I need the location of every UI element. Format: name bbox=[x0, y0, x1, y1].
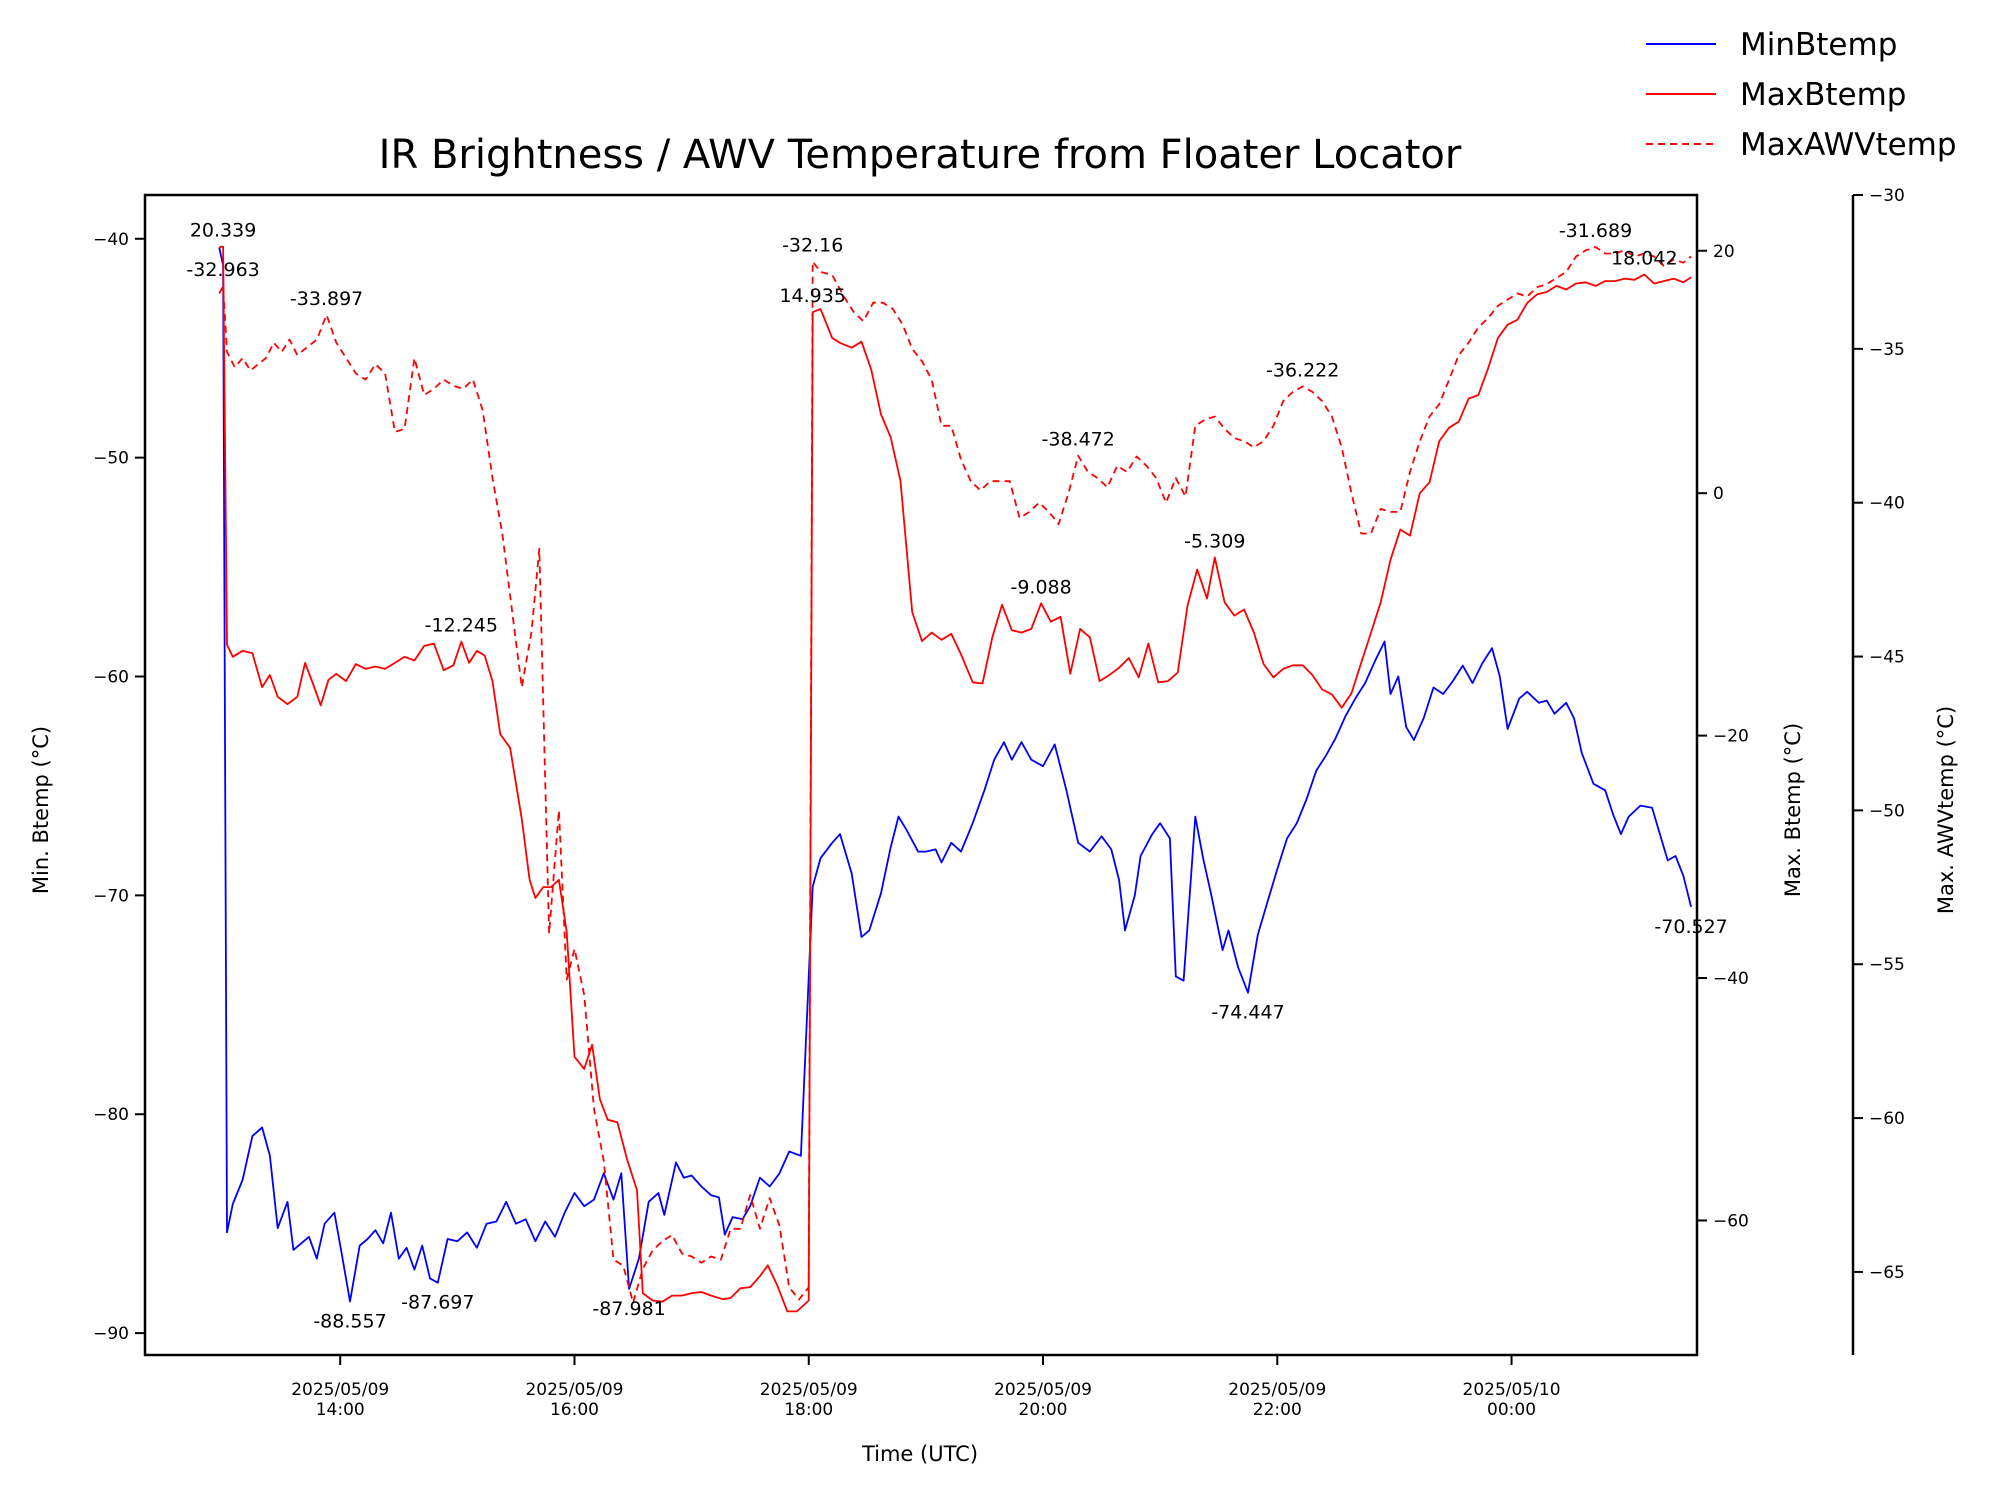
data-annotation: -31.689 bbox=[1559, 220, 1632, 242]
data-annotation: 20.339 bbox=[190, 220, 256, 242]
y-left-tick-label: −50 bbox=[93, 449, 129, 469]
y-right2-tick-label: −45 bbox=[1869, 648, 1905, 668]
y-right2-tick-label: −50 bbox=[1869, 801, 1905, 821]
plot-area bbox=[143, 193, 1699, 1357]
x-tick-label: 2025/05/09 22:00 bbox=[1228, 1380, 1326, 1420]
x-tick-label: 2025/05/09 20:00 bbox=[994, 1380, 1092, 1420]
y-right-tick-label: −20 bbox=[1713, 727, 1749, 747]
data-annotation: -74.447 bbox=[1211, 1002, 1284, 1024]
y-axis-right-label: Max. Btemp (°C) bbox=[1781, 723, 1805, 897]
data-annotation: -9.088 bbox=[1010, 576, 1071, 598]
y-right2-tick-label: −65 bbox=[1869, 1263, 1905, 1283]
y-right2-tick-label: −55 bbox=[1869, 955, 1905, 975]
x-tick-label: 2025/05/09 18:00 bbox=[760, 1380, 858, 1420]
y-left-tick-label: −80 bbox=[93, 1105, 129, 1125]
data-annotation: -33.897 bbox=[290, 288, 363, 310]
data-annotation: -32.16 bbox=[782, 235, 843, 257]
series-line-maxbtemp bbox=[219, 245, 1692, 1313]
plot-border bbox=[143, 193, 1699, 1357]
data-annotation: 14.935 bbox=[779, 285, 845, 307]
y-left-tick-label: −60 bbox=[93, 668, 129, 688]
y-left-tick-label: −70 bbox=[93, 886, 129, 906]
series-line-minbtemp bbox=[218, 247, 1692, 1303]
x-tick-label: 2025/05/09 14:00 bbox=[291, 1380, 389, 1420]
data-annotation: -88.557 bbox=[313, 1311, 386, 1333]
y-axis-right2-label: Max. AWVtemp (°C) bbox=[1934, 706, 1958, 914]
y-right2-tick-label: −30 bbox=[1869, 186, 1905, 206]
data-annotation: -38.472 bbox=[1042, 429, 1115, 451]
x-axis-label: Time (UTC) bbox=[861, 1442, 978, 1466]
legend: MinBtemp MaxBtemp MaxAWVtemp bbox=[1646, 27, 1957, 163]
annotation-layer: 20.339 -32.963 -33.897 -12.245 -88.557 -87.69… bbox=[186, 220, 1727, 1333]
y-right-tick-label: 20 bbox=[1713, 242, 1735, 262]
axis-layer: 2025/05/09 14:00 2025/05/09 16:00 2025/05/09… bbox=[93, 186, 1905, 1420]
y-right2-tick-label: −60 bbox=[1869, 1109, 1905, 1129]
chart-title: IR Brightness / AWV Temperature from Flo… bbox=[379, 132, 1462, 178]
data-annotation: -12.245 bbox=[425, 615, 498, 637]
y-right2-tick-label: −35 bbox=[1869, 340, 1905, 360]
y-right-tick-label: 0 bbox=[1713, 484, 1724, 504]
data-annotation: -36.222 bbox=[1266, 359, 1339, 381]
data-annotation: -32.963 bbox=[186, 259, 259, 281]
data-annotation: -87.697 bbox=[401, 1292, 474, 1314]
x-tick-label: 2025/05/10 00:00 bbox=[1463, 1380, 1561, 1420]
data-annotation: -70.527 bbox=[1654, 916, 1727, 938]
y-axis-left-label: Min. Btemp (°C) bbox=[29, 726, 53, 894]
data-annotation: -87.981 bbox=[592, 1298, 665, 1320]
legend-label-maxawvtemp: MaxAWVtemp bbox=[1740, 127, 1957, 163]
data-annotation: -5.309 bbox=[1184, 531, 1245, 553]
y-left-tick-label: −40 bbox=[93, 230, 129, 250]
y-right2-tick-label: −40 bbox=[1869, 494, 1905, 514]
y-right-tick-label: −40 bbox=[1713, 969, 1749, 989]
y-right-tick-label: −60 bbox=[1713, 1211, 1749, 1231]
series-line-maxawvtemp bbox=[218, 246, 1692, 1304]
x-tick-label: 2025/05/09 16:00 bbox=[525, 1380, 623, 1420]
legend-label-maxbtemp: MaxBtemp bbox=[1740, 77, 1906, 113]
series-layer bbox=[218, 245, 1692, 1313]
legend-label-minbtemp: MinBtemp bbox=[1740, 27, 1897, 63]
data-annotation: 18.042 bbox=[1611, 248, 1677, 270]
y-left-tick-label: −90 bbox=[93, 1324, 129, 1344]
